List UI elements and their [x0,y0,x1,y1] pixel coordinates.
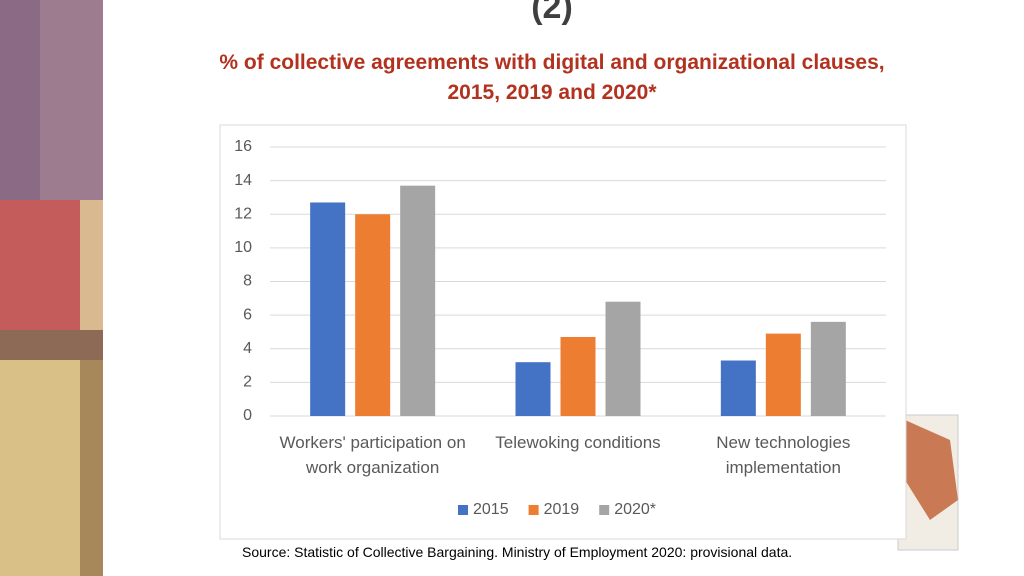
legend-label: 2019 [544,501,580,518]
y-tick-label: 14 [234,172,252,189]
bar [810,321,846,416]
y-tick-label: 4 [243,340,252,357]
bar [720,360,756,416]
bar [605,301,641,416]
bar [310,202,346,416]
bar [515,362,551,416]
legend-label: 2015 [473,501,509,518]
legend-swatch [528,505,539,515]
x-tick-label: New technologies implementation [716,433,851,477]
legend-swatch [599,505,610,515]
legend-swatch [458,505,468,515]
y-tick-label: 2 [243,374,252,391]
x-tick-label: Workers' participation on work organizat… [279,433,466,477]
source-note: Source: Statistic of Collective Bargaini… [242,544,793,560]
bar [355,214,391,416]
y-tick-label: 16 [234,138,252,155]
y-tick-label: 8 [243,273,252,290]
bar [765,333,801,416]
y-tick-label: 12 [234,205,252,222]
slide-heading: (2) [531,0,573,26]
chart-title: % of collective agreements with digital … [219,51,885,104]
y-tick-label: 0 [243,407,252,424]
y-tick-label: 6 [243,306,252,323]
bar [400,185,436,416]
bar [560,336,596,416]
y-tick-label: 10 [234,239,252,256]
x-tick-label: Telewoking conditions [495,433,661,452]
legend-label: 2020* [614,501,656,518]
